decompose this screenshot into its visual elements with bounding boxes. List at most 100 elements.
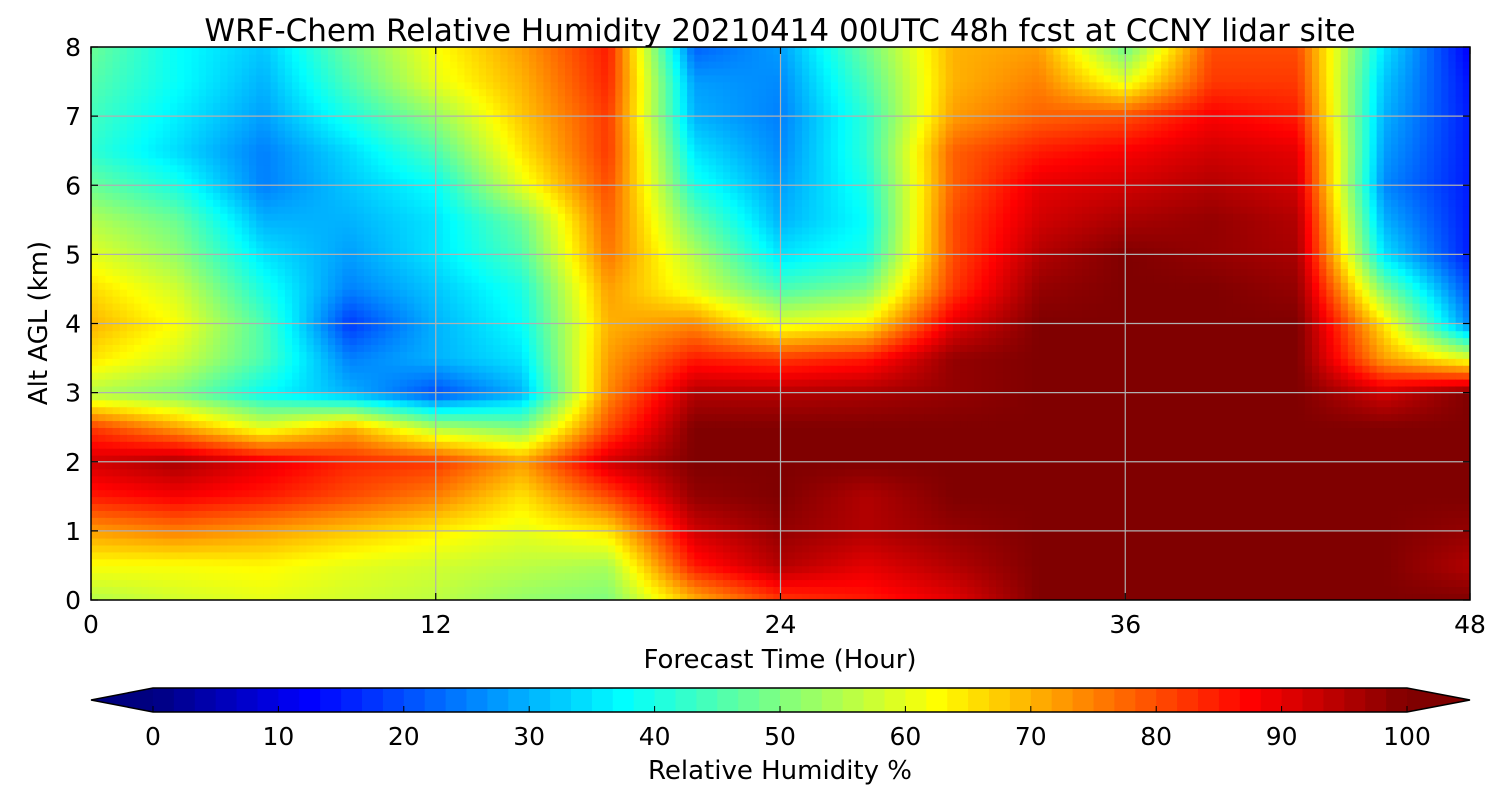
humidity-cell bbox=[464, 212, 473, 221]
humidity-cell bbox=[220, 261, 229, 269]
humidity-cell bbox=[119, 496, 128, 505]
humidity-cell bbox=[507, 275, 516, 283]
humidity-cell bbox=[105, 503, 114, 511]
humidity-cell bbox=[148, 192, 157, 200]
humidity-cell bbox=[284, 551, 293, 560]
humidity-cell bbox=[371, 496, 380, 505]
humidity-cell bbox=[98, 385, 107, 394]
humidity-cell bbox=[227, 330, 236, 339]
humidity-cell bbox=[91, 109, 99, 117]
humidity-cell bbox=[234, 510, 243, 518]
humidity-cell bbox=[471, 364, 480, 373]
humidity-cell bbox=[184, 482, 193, 491]
humidity-cell bbox=[392, 593, 401, 600]
humidity-cell bbox=[514, 399, 523, 408]
humidity-cell bbox=[385, 434, 394, 442]
humidity-cell bbox=[435, 364, 444, 373]
humidity-cell bbox=[299, 461, 308, 470]
humidity-cell bbox=[385, 254, 394, 263]
humidity-cell bbox=[306, 157, 315, 166]
humidity-cell bbox=[198, 496, 207, 505]
humidity-cell bbox=[126, 399, 135, 408]
humidity-cell bbox=[536, 523, 545, 532]
humidity-cell bbox=[407, 205, 415, 214]
humidity-cell bbox=[177, 275, 186, 283]
humidity-cell bbox=[514, 482, 523, 491]
humidity-cell bbox=[220, 517, 229, 525]
humidity-cell bbox=[378, 344, 387, 352]
humidity-cell bbox=[105, 316, 114, 325]
humidity-cell bbox=[320, 517, 329, 525]
humidity-cell bbox=[529, 205, 538, 214]
humidity-cell bbox=[270, 302, 279, 311]
humidity-cell bbox=[112, 461, 121, 470]
humidity-cell bbox=[198, 427, 207, 435]
humidity-cell bbox=[284, 323, 293, 332]
humidity-cell bbox=[177, 323, 186, 332]
humidity-cell bbox=[435, 579, 444, 587]
humidity-cell bbox=[399, 74, 408, 83]
humidity-cell bbox=[234, 337, 243, 346]
humidity-cell bbox=[363, 302, 372, 311]
humidity-cell bbox=[493, 205, 502, 214]
humidity-cell bbox=[414, 593, 423, 600]
humidity-cell bbox=[220, 503, 229, 511]
humidity-cell bbox=[349, 47, 358, 55]
humidity-cell bbox=[148, 503, 157, 511]
humidity-cell bbox=[105, 544, 114, 553]
humidity-cell bbox=[349, 116, 358, 124]
humidity-cell bbox=[407, 150, 415, 159]
humidity-cell bbox=[112, 399, 121, 408]
humidity-cell bbox=[335, 302, 344, 311]
humidity-cell bbox=[277, 351, 286, 359]
humidity-cell bbox=[457, 212, 466, 221]
humidity-cell bbox=[464, 344, 473, 352]
humidity-cell bbox=[177, 364, 186, 373]
humidity-cell bbox=[277, 337, 286, 346]
humidity-cell bbox=[450, 530, 459, 539]
humidity-cell bbox=[213, 109, 222, 117]
humidity-cell bbox=[277, 288, 286, 297]
humidity-cell bbox=[521, 572, 530, 581]
humidity-cell bbox=[507, 351, 516, 359]
humidity-cell bbox=[507, 95, 516, 104]
humidity-cell bbox=[335, 510, 344, 518]
humidity-cell bbox=[241, 593, 250, 600]
humidity-cell bbox=[277, 496, 286, 505]
humidity-cell bbox=[414, 503, 423, 511]
humidity-cell bbox=[299, 572, 308, 581]
humidity-cell bbox=[385, 344, 394, 352]
humidity-cell bbox=[184, 344, 193, 352]
humidity-cell bbox=[335, 579, 344, 587]
humidity-cell bbox=[493, 254, 502, 263]
humidity-cell bbox=[119, 489, 128, 498]
humidity-cell bbox=[227, 523, 236, 532]
humidity-cell bbox=[213, 378, 222, 387]
humidity-cell bbox=[442, 503, 451, 511]
humidity-cell bbox=[162, 199, 171, 207]
humidity-cell bbox=[148, 74, 157, 83]
humidity-cell bbox=[313, 489, 322, 498]
humidity-cell bbox=[521, 316, 530, 325]
humidity-cell bbox=[299, 88, 308, 97]
humidity-cell bbox=[536, 392, 545, 401]
humidity-cell bbox=[220, 205, 229, 214]
humidity-cell bbox=[105, 288, 114, 297]
humidity-cell bbox=[507, 150, 516, 159]
humidity-cell bbox=[514, 586, 523, 594]
humidity-cell bbox=[385, 517, 394, 525]
humidity-cell bbox=[134, 316, 143, 325]
humidity-cell bbox=[213, 219, 222, 228]
humidity-cell bbox=[507, 282, 516, 290]
humidity-cell bbox=[213, 447, 222, 456]
humidity-cell bbox=[227, 323, 236, 332]
humidity-cell bbox=[407, 178, 415, 187]
humidity-cell bbox=[292, 205, 301, 214]
humidity-cell bbox=[407, 496, 415, 505]
humidity-cell bbox=[241, 247, 250, 256]
humidity-cell bbox=[407, 420, 415, 428]
humidity-cell bbox=[514, 351, 523, 359]
humidity-cell bbox=[306, 268, 315, 276]
humidity-cell bbox=[270, 530, 279, 539]
humidity-cell bbox=[162, 441, 171, 449]
